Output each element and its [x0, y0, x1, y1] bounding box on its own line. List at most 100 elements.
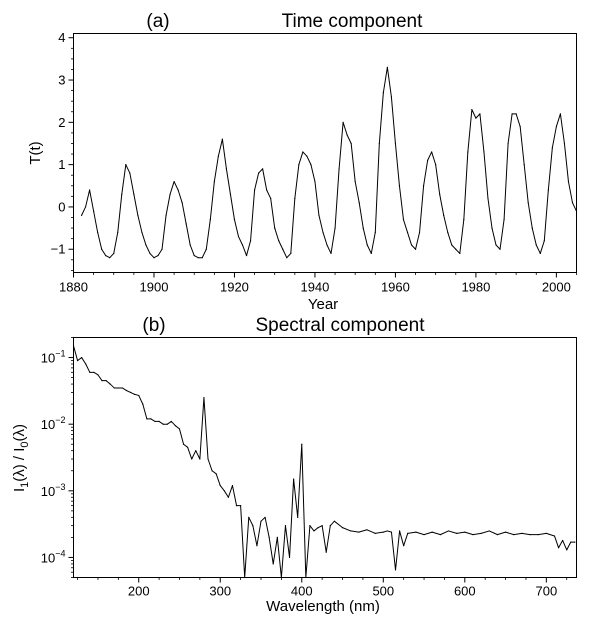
spectral-series-point	[162, 423, 164, 425]
x-tick-label: 1980	[461, 280, 490, 295]
time-series-point	[125, 164, 127, 166]
time-series-point	[370, 252, 372, 255]
spectral-series-point	[138, 394, 140, 397]
time-series-point	[539, 252, 541, 255]
spectral-series-point	[447, 530, 450, 532]
spectral-series-point	[557, 547, 560, 549]
spectral-series-point	[150, 418, 152, 420]
spectral-series-point	[182, 443, 185, 445]
spectral-series-point	[211, 470, 213, 472]
time-series-point	[294, 197, 296, 200]
spectral-series-point	[382, 531, 384, 533]
time-series-point	[418, 231, 421, 233]
spectral-series-point	[570, 541, 572, 543]
time-series-point	[145, 244, 147, 246]
spectral-series-point	[166, 423, 168, 425]
time-series-point	[439, 193, 441, 195]
time-series-point	[310, 164, 312, 166]
spectral-series-point	[293, 478, 295, 480]
time-series-point	[463, 219, 465, 221]
spectral-series-point	[223, 490, 225, 492]
time-series-point	[298, 164, 300, 166]
time-series-point	[567, 180, 570, 183]
time-series-point	[181, 202, 183, 204]
spectral-series-point	[472, 534, 474, 536]
spectral-series-point	[227, 496, 229, 498]
spectral-series-point	[85, 363, 87, 365]
spectral-series-point	[562, 539, 564, 542]
time-series-point	[559, 113, 562, 115]
time-series-point	[398, 185, 401, 187]
spectral-series-point	[170, 420, 172, 423]
spectral-series-point	[301, 443, 303, 445]
spectral-series-point	[504, 531, 507, 533]
time-series-point	[221, 138, 223, 140]
time-series-point	[117, 231, 119, 233]
panel-b-label: (b)	[142, 315, 165, 336]
time-series-point	[362, 227, 364, 229]
time-series-point	[467, 151, 469, 153]
time-series-point	[406, 231, 409, 233]
spectral-series-point	[142, 403, 144, 405]
x-tick-label: 1940	[300, 280, 329, 295]
x-tick-label: 300	[209, 584, 231, 599]
time-series-point	[189, 244, 191, 246]
spectral-series-point	[439, 534, 441, 536]
spectral-series-point	[333, 520, 335, 522]
time-series-point	[487, 197, 489, 200]
time-series-point	[326, 244, 328, 246]
time-series-point	[197, 257, 199, 259]
x-tick-label: 600	[454, 584, 476, 599]
time-series-point	[185, 223, 187, 225]
y-tick-label: 10−1	[41, 349, 66, 366]
time-series-point	[330, 252, 332, 255]
panel-b-title: Spectral component	[256, 315, 426, 336]
time-series-point	[249, 240, 252, 242]
panel-b-x-ticks: 200 300 400 500 600 700	[77, 577, 568, 599]
spectral-series-point	[215, 473, 217, 475]
y-tick-label: −1	[51, 242, 66, 257]
time-series-point	[455, 248, 457, 250]
spectral-series-point	[187, 446, 189, 448]
time-series-point	[169, 193, 171, 195]
panel-a-y-ticks: −1 0 1 2 3 4	[51, 30, 74, 271]
spectral-series-point	[415, 531, 417, 533]
time-series-point	[366, 244, 368, 246]
x-tick-label: 1960	[381, 280, 410, 295]
spectral-series-point	[350, 530, 352, 532]
spectral-series-point	[309, 525, 311, 527]
time-series-point	[133, 193, 135, 195]
time-component-panel: (a) Time component 1880 1900 1920 1940 1960 1…	[27, 11, 578, 313]
spectral-series-point	[529, 534, 531, 536]
time-series-point	[217, 155, 219, 157]
time-series-point	[193, 254, 195, 257]
spectral-series-point	[297, 516, 299, 518]
spectral-series-point	[117, 387, 119, 389]
spectral-series-point	[386, 530, 388, 532]
panel-b-axes-frame	[73, 337, 577, 578]
spectral-series-point	[268, 536, 270, 538]
spectral-series-point	[207, 458, 209, 460]
time-series-point	[314, 180, 316, 183]
y-tick-label: 10−2	[41, 415, 66, 432]
time-series-point	[129, 172, 131, 174]
time-series-point	[109, 257, 111, 259]
time-series-point	[378, 142, 380, 145]
spectral-series-point	[195, 450, 197, 452]
spectral-series-point	[121, 387, 124, 389]
time-series-point	[121, 193, 123, 195]
spectral-series-point	[260, 520, 262, 522]
time-series-point	[205, 248, 207, 250]
spectral-series-point	[191, 458, 193, 460]
time-series-point	[177, 189, 179, 191]
spectral-series-point	[513, 534, 515, 536]
time-series-point	[479, 113, 481, 115]
time-series-point	[447, 231, 449, 233]
spectral-series-point	[390, 531, 393, 533]
time-series-point	[97, 231, 99, 233]
y-tick-label: 10−4	[41, 548, 66, 565]
time-series-point	[547, 189, 549, 191]
time-series-point	[402, 219, 405, 221]
x-tick-label: 500	[372, 584, 394, 599]
